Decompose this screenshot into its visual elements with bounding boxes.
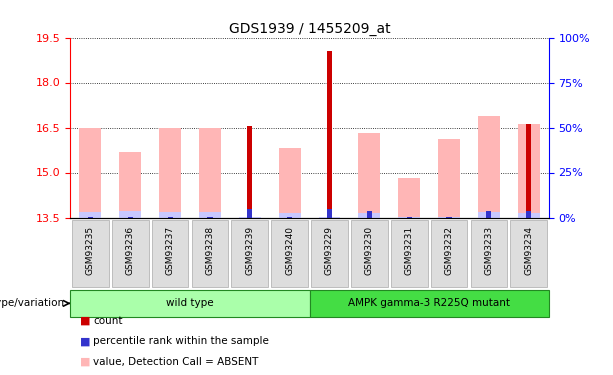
Text: AMPK gamma-3 R225Q mutant: AMPK gamma-3 R225Q mutant	[348, 298, 510, 308]
Bar	[438, 140, 460, 218]
Bar	[359, 134, 380, 218]
Text: GSM93237: GSM93237	[166, 225, 175, 274]
Text: GSM93239: GSM93239	[245, 225, 254, 274]
Text: GSM93232: GSM93232	[444, 226, 454, 274]
Bar	[518, 213, 539, 217]
Bar	[80, 128, 101, 218]
Bar	[478, 116, 500, 218]
Bar	[279, 213, 300, 217]
Bar	[120, 152, 141, 217]
Text: wild type: wild type	[166, 298, 214, 308]
Text: GSM93235: GSM93235	[86, 225, 95, 274]
Text: percentile rank within the sample: percentile rank within the sample	[93, 336, 269, 346]
Text: ■: ■	[80, 336, 90, 346]
Bar	[526, 124, 531, 217]
Title: GDS1939 / 1455209_at: GDS1939 / 1455209_at	[229, 22, 390, 36]
Text: value, Detection Call = ABSENT: value, Detection Call = ABSENT	[93, 357, 259, 367]
Text: genotype/variation: genotype/variation	[0, 298, 64, 308]
Bar	[526, 211, 531, 218]
Bar	[199, 212, 221, 217]
Text: GSM93233: GSM93233	[484, 225, 493, 274]
Text: count: count	[93, 316, 123, 326]
Bar	[518, 124, 539, 217]
Text: GSM93240: GSM93240	[285, 226, 294, 274]
Bar	[159, 128, 181, 218]
Text: ■: ■	[80, 316, 90, 326]
Bar	[199, 128, 221, 218]
Bar	[247, 209, 253, 218]
Text: GSM93231: GSM93231	[405, 225, 414, 274]
Bar	[327, 209, 332, 218]
Bar	[478, 212, 500, 217]
Bar	[398, 178, 420, 218]
Text: GSM93236: GSM93236	[126, 225, 135, 274]
Text: GSM93238: GSM93238	[205, 225, 215, 274]
Bar	[247, 126, 253, 218]
Bar	[367, 211, 372, 218]
Bar	[80, 212, 101, 217]
Bar	[279, 148, 300, 217]
Text: GSM93229: GSM93229	[325, 226, 334, 274]
Bar	[327, 51, 332, 217]
Text: GSM93234: GSM93234	[524, 226, 533, 274]
Text: GSM93230: GSM93230	[365, 225, 374, 274]
Text: ■: ■	[80, 357, 90, 367]
Bar	[120, 211, 141, 218]
Bar	[359, 213, 380, 217]
Bar	[486, 211, 492, 218]
Bar	[159, 212, 181, 217]
